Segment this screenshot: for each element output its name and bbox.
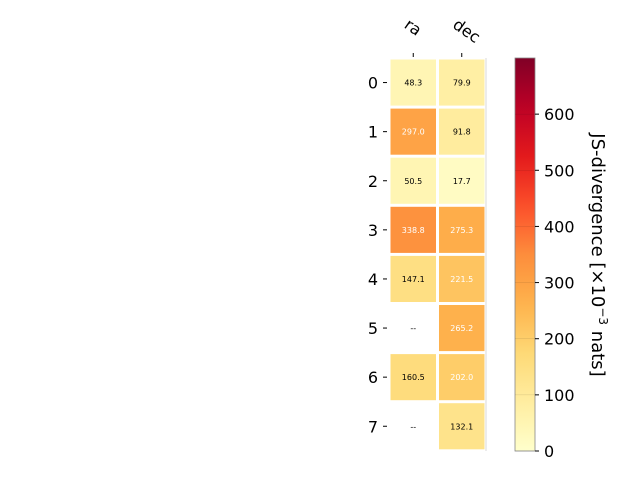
colorbar-tick-label: 600 (544, 105, 575, 124)
heatmap-cell (390, 157, 436, 204)
row-tick-label: 0 (368, 74, 378, 93)
heatmap-cell (390, 108, 436, 155)
heatmap-cell (390, 354, 436, 401)
heatmap-cell-label: -- (410, 324, 416, 333)
heatmap-cell-label: 265.2 (450, 324, 473, 333)
heatmap-cell-label: 338.8 (402, 226, 425, 235)
row-tick-label: 2 (368, 172, 378, 191)
heatmap-cell-labels: 48.3 79.9 297.0 91.8 50.5 17.7 338.8 275.3 147.1… (402, 79, 473, 432)
heatmap-cell-label: 275.3 (450, 226, 473, 235)
heatmap-cells (390, 59, 485, 450)
row-tick-label: 7 (368, 417, 378, 436)
heatmap-cell-label: 221.5 (450, 275, 473, 284)
heatmap-cell (439, 354, 485, 401)
heatmap-cell (439, 108, 485, 155)
column-tick-labels: ra dec (401, 15, 484, 57)
heatmap-cell-label: 297.0 (402, 128, 425, 137)
heatmap-cell-label: 48.3 (404, 79, 422, 88)
heatmap-cell (390, 255, 436, 302)
row-tick-label: 5 (368, 319, 378, 338)
heatmap-cell (439, 206, 485, 253)
heatmap-cell-label: 160.5 (402, 373, 425, 382)
heatmap-cell (439, 157, 485, 204)
column-tick-label: dec (449, 15, 483, 47)
colorbar-ticks: 0 100 200 300 400 500 600 (515, 105, 575, 461)
colorbar-tick-label: 500 (544, 161, 575, 180)
colorbar (514, 57, 536, 452)
heatmap-cell-label: 17.7 (453, 177, 471, 186)
heatmap-cell (390, 59, 436, 106)
heatmap-cell-label: 147.1 (402, 275, 425, 284)
colorbar-tick-label: 0 (544, 442, 554, 461)
row-tick-label: 1 (368, 123, 378, 142)
heatmap-cell-label: 50.5 (404, 177, 422, 186)
row-tick-labels: 0 1 2 3 4 5 6 7 (368, 74, 387, 436)
colorbar-tick-label: 200 (544, 330, 575, 349)
row-tick-label: 4 (368, 270, 378, 289)
row-tick-label: 6 (368, 368, 378, 387)
heatmap-cell-label: 91.8 (453, 128, 471, 137)
column-tick-label: ra (401, 15, 425, 40)
heatmap-cell (439, 403, 485, 450)
heatmap-cell (439, 255, 485, 302)
heatmap-cell-label: 202.0 (450, 373, 473, 382)
heatmap-cell-label: 132.1 (450, 422, 473, 431)
heatmap-cell (439, 59, 485, 106)
colorbar-label: JS-divergence [×10−3 nats] (587, 132, 610, 376)
heatmap-cell-label: 79.9 (453, 79, 471, 88)
colorbar-tick-label: 300 (544, 274, 575, 293)
row-tick-label: 3 (368, 221, 378, 240)
colorbar-tick-label: 400 (544, 217, 575, 236)
heatmap-cell (390, 206, 436, 253)
heatmap-cell-label: -- (410, 422, 416, 431)
colorbar-tick-label: 100 (544, 386, 575, 405)
heatmap-cell (439, 305, 485, 352)
